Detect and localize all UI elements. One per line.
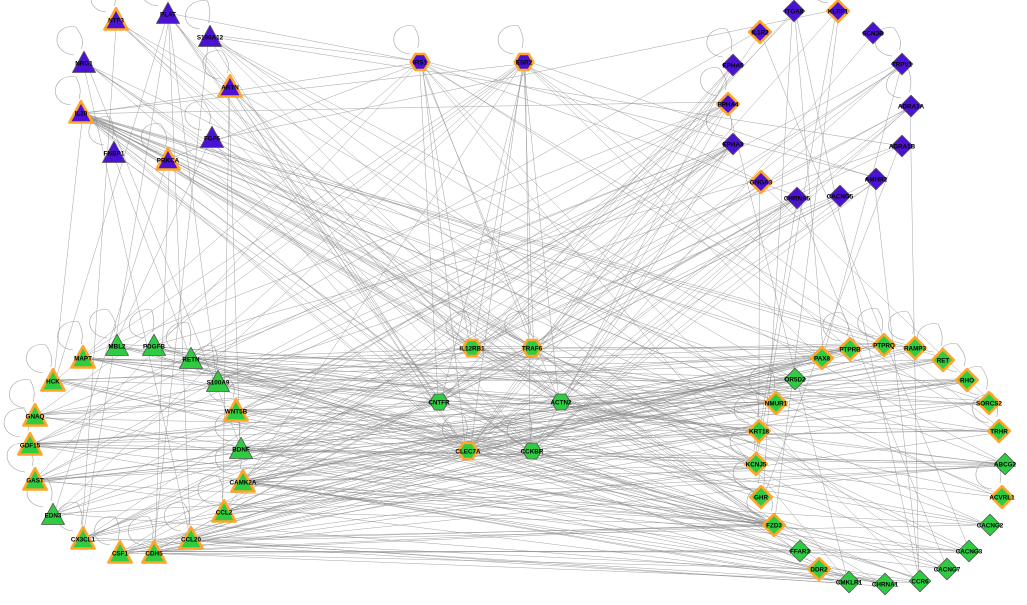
- svg-text:RETN: RETN: [182, 357, 200, 364]
- svg-text:NMUR1: NMUR1: [765, 401, 788, 408]
- svg-text:CCL2: CCL2: [216, 510, 233, 517]
- svg-text:ABCG2: ABCG2: [994, 462, 1017, 469]
- svg-text:PRKCA: PRKCA: [157, 158, 180, 165]
- svg-text:HCK: HCK: [46, 379, 60, 386]
- svg-text:CACNG7: CACNG7: [934, 567, 961, 574]
- svg-text:ADRA1B: ADRA1B: [889, 144, 916, 151]
- svg-text:CHRNA5: CHRNA5: [784, 196, 811, 203]
- svg-text:DDR2: DDR2: [810, 567, 828, 574]
- svg-text:IL20: IL20: [75, 111, 88, 118]
- svg-text:KCNJ5: KCNJ5: [746, 462, 767, 469]
- svg-text:MBL2: MBL2: [108, 344, 126, 351]
- svg-text:KLRF1: KLRF1: [828, 9, 849, 16]
- svg-text:TRHR: TRHR: [990, 429, 1008, 436]
- svg-text:ITGA8: ITGA8: [785, 9, 804, 16]
- svg-text:CHRNA1: CHRNA1: [872, 582, 899, 589]
- svg-text:PAX8: PAX8: [814, 356, 830, 363]
- svg-text:IL1R2: IL1R2: [751, 30, 769, 37]
- svg-text:FGF6: FGF6: [204, 136, 221, 143]
- svg-text:CACNG5: CACNG5: [827, 194, 854, 201]
- svg-text:SORCS2: SORCS2: [976, 401, 1002, 408]
- svg-text:CAMK2A: CAMK2A: [230, 480, 257, 487]
- svg-text:BDNF: BDNF: [232, 447, 250, 454]
- svg-text:AMHR2: AMHR2: [865, 177, 888, 184]
- svg-text:CNTFR: CNTFR: [428, 400, 450, 407]
- svg-text:CDH5: CDH5: [145, 551, 163, 558]
- svg-text:PTPRQ: PTPRQ: [873, 343, 895, 350]
- svg-text:ACTN2: ACTN2: [551, 400, 572, 407]
- svg-text:GNAQ: GNAQ: [26, 414, 45, 421]
- svg-text:ESR2: ESR2: [516, 60, 533, 67]
- svg-text:GAST: GAST: [26, 478, 44, 485]
- svg-text:CX3CL1: CX3CL1: [71, 537, 96, 544]
- svg-text:FZD3: FZD3: [766, 523, 782, 530]
- svg-text:GNGA3: GNGA3: [750, 180, 773, 187]
- svg-text:ADRA1A: ADRA1A: [898, 104, 925, 111]
- svg-text:NTF3: NTF3: [108, 18, 124, 25]
- svg-text:IRS1: IRS1: [413, 60, 427, 67]
- svg-text:SCN3B: SCN3B: [862, 31, 884, 38]
- svg-text:OR5D2: OR5D2: [785, 377, 806, 384]
- svg-text:TRAF6: TRAF6: [522, 346, 543, 353]
- svg-text:CSF1: CSF1: [112, 551, 129, 558]
- svg-text:CMKLR1: CMKLR1: [836, 580, 863, 587]
- svg-text:CCR6: CCR6: [911, 579, 929, 586]
- svg-text:PDGFB: PDGFB: [143, 344, 165, 351]
- svg-text:CCL20: CCL20: [181, 537, 201, 544]
- svg-text:EDN3: EDN3: [45, 513, 62, 520]
- svg-text:S100A9: S100A9: [207, 380, 230, 387]
- svg-text:FFAR3: FFAR3: [790, 549, 810, 556]
- svg-text:RHO: RHO: [960, 378, 974, 385]
- svg-text:CACNG2: CACNG2: [977, 523, 1004, 530]
- svg-text:RAMP3: RAMP3: [904, 346, 927, 353]
- svg-text:GDF15: GDF15: [20, 443, 41, 450]
- svg-text:FNBP1: FNBP1: [104, 151, 125, 158]
- svg-text:PLAT: PLAT: [160, 12, 176, 19]
- svg-text:S100A12: S100A12: [197, 35, 224, 42]
- svg-text:ARTN: ARTN: [221, 85, 239, 92]
- svg-text:MAPT: MAPT: [74, 356, 92, 363]
- svg-text:TRPV1: TRPV1: [892, 62, 913, 69]
- svg-text:NRG1: NRG1: [75, 61, 93, 68]
- svg-text:KRT18: KRT18: [749, 429, 769, 436]
- svg-text:ACVRL1: ACVRL1: [989, 495, 1015, 502]
- svg-text:EPHA4: EPHA4: [718, 102, 739, 109]
- svg-text:EPHA3: EPHA3: [723, 142, 744, 149]
- svg-text:RET: RET: [937, 358, 950, 365]
- svg-text:CACNG3: CACNG3: [956, 549, 983, 556]
- svg-text:CCKBR: CCKBR: [521, 449, 544, 456]
- svg-text:WNT5B: WNT5B: [225, 409, 248, 416]
- svg-text:GHR: GHR: [754, 495, 768, 502]
- svg-text:IL12RB1: IL12RB1: [459, 346, 485, 353]
- svg-text:EPHA5: EPHA5: [723, 63, 744, 70]
- svg-text:PTPRB: PTPRB: [839, 347, 861, 354]
- svg-text:CLEC7A: CLEC7A: [455, 449, 481, 456]
